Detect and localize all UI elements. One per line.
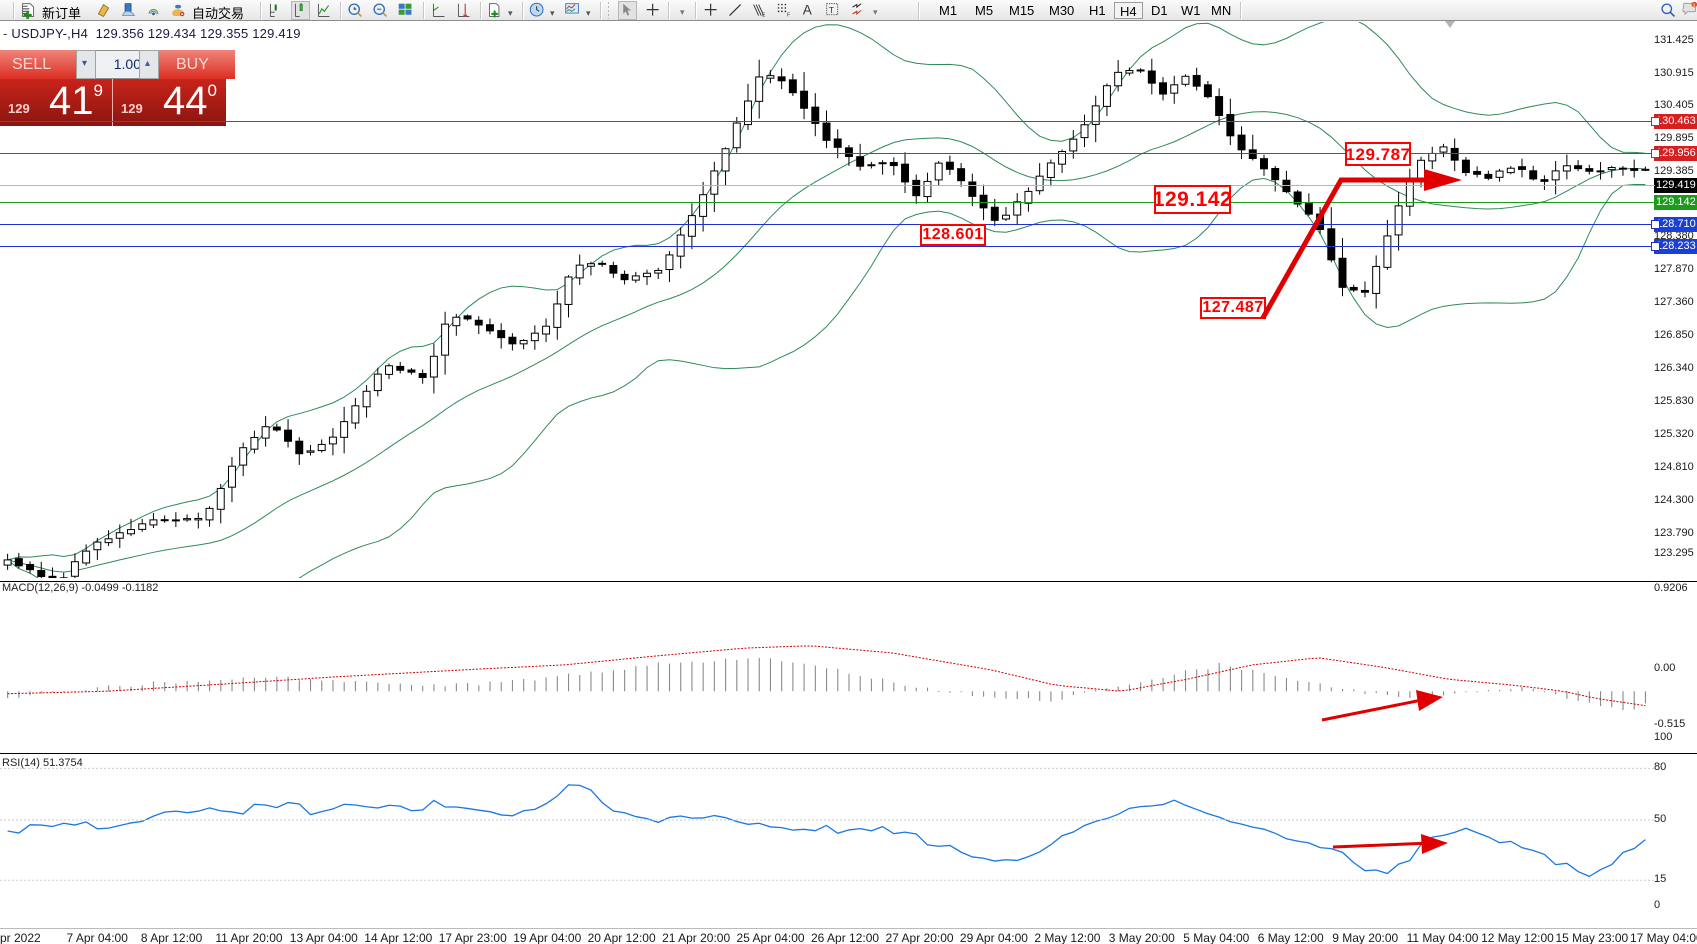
svg-text:T: T	[829, 5, 834, 15]
svg-text:F: F	[787, 12, 790, 18]
svg-text:A: A	[803, 3, 813, 18]
svg-text:1: 1	[1693, 3, 1696, 8]
svg-text:E: E	[762, 12, 766, 18]
